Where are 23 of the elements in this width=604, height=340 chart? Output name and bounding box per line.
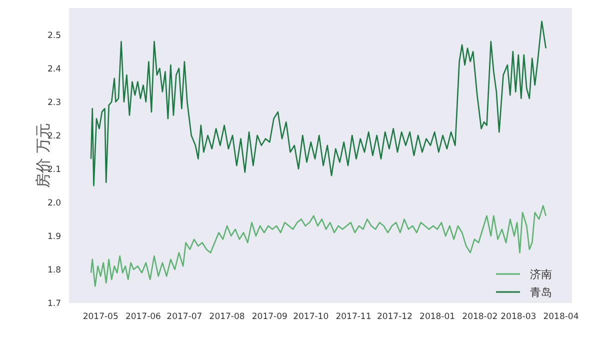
x-tick-label: 2017-08	[209, 312, 245, 322]
x-tick-label: 2017-05	[82, 312, 118, 322]
y-tick-label: 2.3	[47, 98, 61, 108]
y-tick-label: 2.4	[47, 64, 61, 74]
y-tick-label: 1.9	[47, 232, 61, 242]
legend-label: 青岛	[530, 286, 552, 299]
x-tick-label: 2018-02	[462, 312, 498, 322]
x-tick-label: 2017-06	[125, 312, 161, 322]
x-tick-label: 2018-03	[500, 312, 536, 322]
x-tick-label: 2017-10	[293, 312, 329, 322]
y-tick-label: 1.7	[47, 299, 61, 309]
legend-label: 济南	[530, 268, 552, 281]
x-tick-label: 2017-09	[252, 312, 288, 322]
y-tick-label: 2.2	[47, 131, 61, 142]
x-tick-label: 2018-01	[420, 312, 456, 322]
y-tick-label: 2.5	[47, 30, 61, 41]
x-tick-label: 2017-12	[376, 312, 412, 322]
x-tick-label: 2017-11	[336, 312, 372, 322]
y-tick-label: 2.1	[47, 164, 61, 175]
y-tick-label: 2.0	[47, 198, 61, 208]
y-tick-label: 1.8	[47, 265, 61, 276]
x-tick-label: 2017-07	[166, 312, 202, 322]
x-tick-label: 2018-04	[543, 312, 579, 322]
